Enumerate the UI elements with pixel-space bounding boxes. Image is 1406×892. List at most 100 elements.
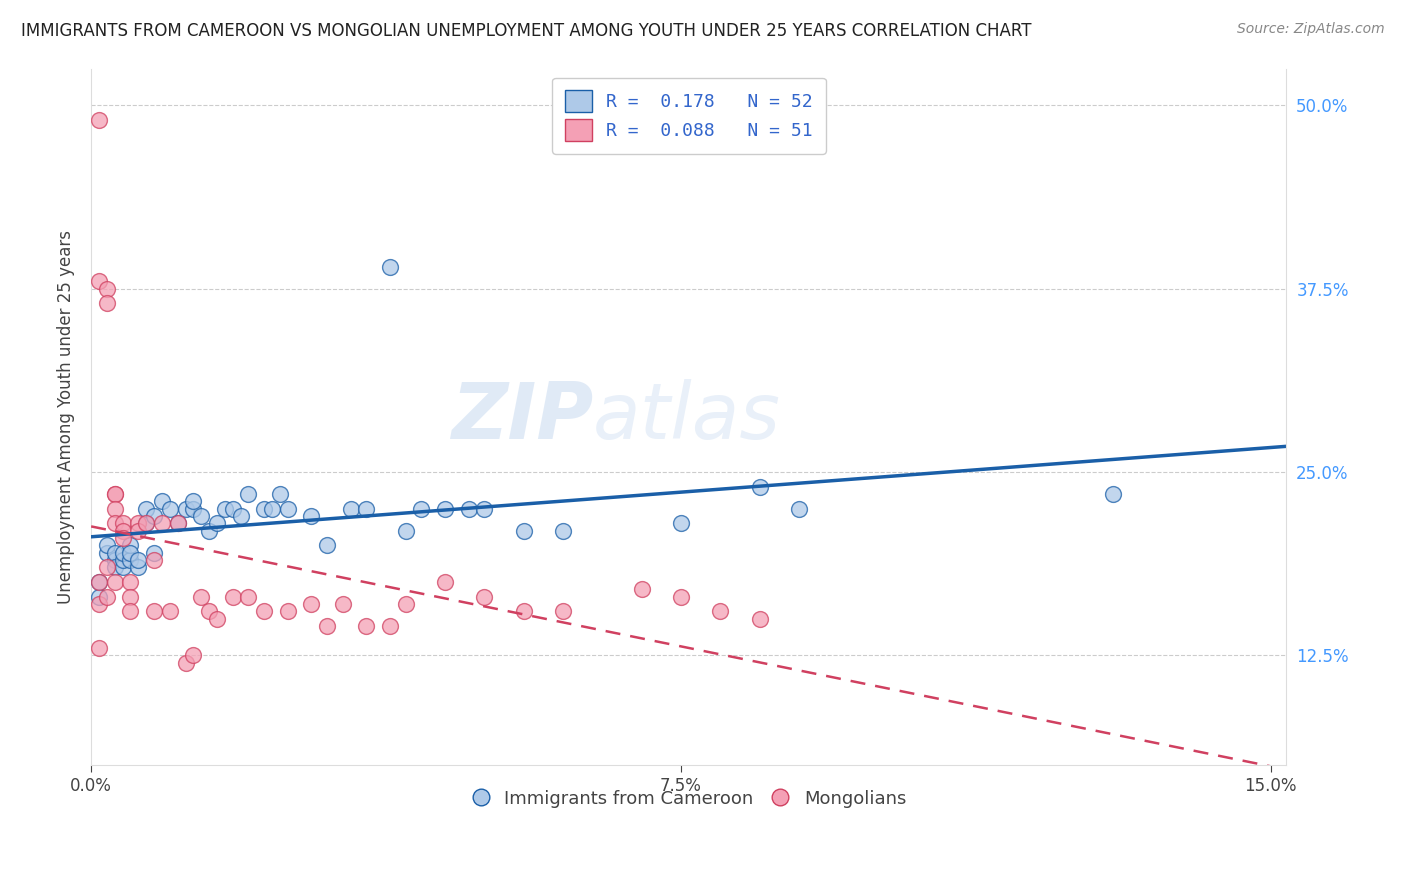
- Point: [630, 582, 652, 597]
- Point: [183, 648, 205, 663]
- Point: [104, 516, 127, 531]
- Point: [104, 560, 127, 574]
- Point: [198, 604, 221, 618]
- Point: [512, 524, 534, 538]
- Point: [669, 590, 692, 604]
- Point: [205, 516, 228, 531]
- Point: [143, 604, 166, 618]
- Point: [356, 619, 378, 633]
- Point: [174, 656, 197, 670]
- Point: [104, 487, 127, 501]
- Point: [205, 611, 228, 625]
- Y-axis label: Unemployment Among Youth under 25 years: Unemployment Among Youth under 25 years: [58, 230, 75, 604]
- Point: [222, 501, 245, 516]
- Point: [159, 604, 181, 618]
- Point: [104, 574, 127, 589]
- Text: ZIP: ZIP: [451, 379, 593, 455]
- Point: [183, 501, 205, 516]
- Point: [183, 494, 205, 508]
- Point: [166, 516, 188, 531]
- Point: [787, 501, 810, 516]
- Point: [411, 501, 433, 516]
- Point: [299, 508, 322, 523]
- Point: [238, 487, 260, 501]
- Point: [253, 501, 276, 516]
- Point: [143, 553, 166, 567]
- Text: IMMIGRANTS FROM CAMEROON VS MONGOLIAN UNEMPLOYMENT AMONG YOUTH UNDER 25 YEARS CO: IMMIGRANTS FROM CAMEROON VS MONGOLIAN UN…: [21, 22, 1032, 40]
- Point: [395, 597, 418, 611]
- Point: [104, 501, 127, 516]
- Point: [150, 516, 173, 531]
- Point: [229, 508, 252, 523]
- Point: [551, 604, 574, 618]
- Point: [1102, 487, 1125, 501]
- Text: Source: ZipAtlas.com: Source: ZipAtlas.com: [1237, 22, 1385, 37]
- Point: [120, 545, 142, 559]
- Point: [457, 501, 479, 516]
- Point: [174, 501, 197, 516]
- Point: [269, 487, 291, 501]
- Point: [316, 619, 339, 633]
- Point: [87, 590, 110, 604]
- Point: [96, 296, 118, 310]
- Point: [150, 494, 173, 508]
- Point: [277, 604, 299, 618]
- Point: [135, 516, 157, 531]
- Point: [87, 274, 110, 288]
- Point: [127, 516, 149, 531]
- Point: [87, 112, 110, 127]
- Point: [512, 604, 534, 618]
- Point: [238, 590, 260, 604]
- Point: [253, 604, 276, 618]
- Point: [378, 619, 401, 633]
- Point: [111, 545, 134, 559]
- Point: [96, 560, 118, 574]
- Point: [748, 611, 770, 625]
- Point: [104, 553, 127, 567]
- Point: [127, 524, 149, 538]
- Point: [378, 260, 401, 274]
- Point: [127, 560, 149, 574]
- Point: [222, 590, 245, 604]
- Point: [472, 501, 495, 516]
- Point: [111, 560, 134, 574]
- Point: [260, 501, 283, 516]
- Point: [332, 597, 354, 611]
- Point: [120, 604, 142, 618]
- Point: [316, 538, 339, 552]
- Point: [96, 538, 118, 552]
- Point: [434, 574, 457, 589]
- Point: [143, 545, 166, 559]
- Point: [104, 545, 127, 559]
- Point: [96, 545, 118, 559]
- Point: [143, 508, 166, 523]
- Point: [87, 597, 110, 611]
- Point: [120, 590, 142, 604]
- Point: [120, 553, 142, 567]
- Point: [669, 516, 692, 531]
- Point: [111, 516, 134, 531]
- Point: [299, 597, 322, 611]
- Point: [339, 501, 361, 516]
- Point: [159, 501, 181, 516]
- Point: [190, 590, 212, 604]
- Point: [96, 281, 118, 295]
- Point: [87, 574, 110, 589]
- Point: [214, 501, 236, 516]
- Point: [111, 531, 134, 545]
- Point: [166, 516, 188, 531]
- Text: atlas: atlas: [593, 379, 782, 455]
- Point: [120, 574, 142, 589]
- Point: [748, 479, 770, 493]
- Point: [198, 524, 221, 538]
- Point: [709, 604, 731, 618]
- Point: [135, 501, 157, 516]
- Point: [277, 501, 299, 516]
- Point: [87, 640, 110, 655]
- Point: [190, 508, 212, 523]
- Point: [551, 524, 574, 538]
- Point: [111, 553, 134, 567]
- Point: [472, 590, 495, 604]
- Point: [135, 516, 157, 531]
- Point: [395, 524, 418, 538]
